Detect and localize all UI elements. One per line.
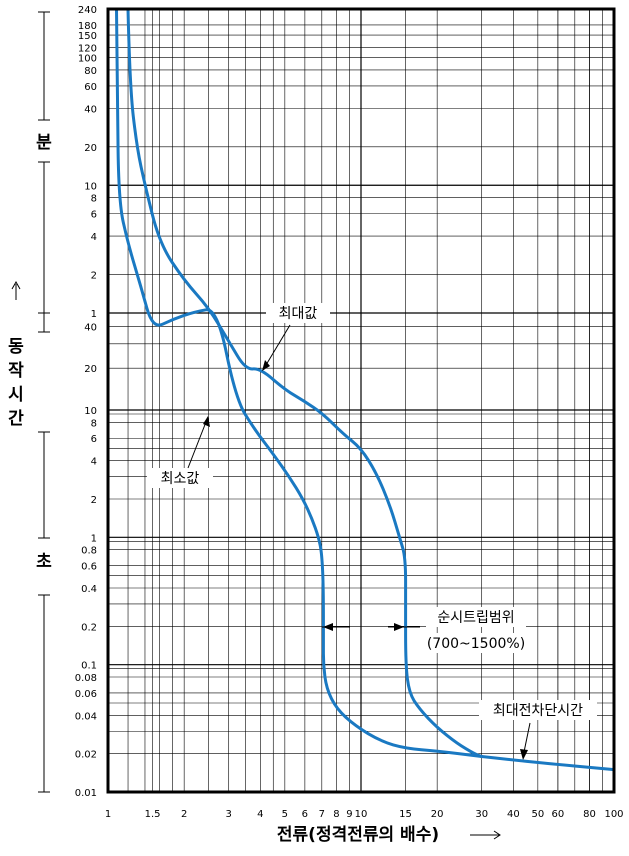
- y-tick-label: 0.04: [75, 711, 97, 722]
- y-tick-label: 0.1: [81, 661, 97, 672]
- y-tick-label: 40: [84, 104, 97, 115]
- y-tick-label: 8: [91, 194, 97, 205]
- y-tick-label: 4: [91, 232, 97, 243]
- x-tick-label: 2: [181, 809, 187, 820]
- label-min-bg: [147, 468, 213, 488]
- min-leader: [187, 421, 207, 469]
- y-tick-label: 0.08: [75, 673, 97, 684]
- curve-min: [115, 7, 484, 758]
- curve-max: [126, 7, 484, 758]
- y-axis-label-char: 동: [8, 337, 24, 357]
- y-tick-label: 2: [91, 271, 97, 282]
- trip-arrow-left: [323, 623, 333, 631]
- y-tick-label: 240: [78, 5, 97, 16]
- y-tick-label: 0.01: [75, 788, 97, 799]
- x-tick-label: 50: [531, 809, 544, 820]
- y-tick-label: 60: [84, 82, 97, 93]
- curve-max-clearing: [480, 755, 616, 772]
- label-trip-range: 순시트립범위: [437, 610, 514, 626]
- y-tick-label: 20: [84, 143, 97, 154]
- x-tick-label: 9: [346, 809, 352, 820]
- x-tick-label: 1.5: [145, 809, 161, 820]
- x-tick-label: 6: [302, 809, 308, 820]
- y-arrow-icon: [11, 280, 21, 300]
- y-tick-label: 180: [78, 21, 97, 32]
- y-tick-label: 2: [91, 495, 97, 506]
- label-max-bg: [266, 303, 330, 323]
- label-max-clearing-bg: [479, 700, 597, 720]
- y-tick-label: 100: [78, 54, 97, 65]
- plot-frame: [106, 7, 616, 794]
- y-tick-label: 6: [91, 210, 97, 221]
- x-tick-label: 40: [507, 809, 520, 820]
- x-tick-label: 100: [604, 809, 623, 820]
- x-tick-label: 8: [333, 809, 339, 820]
- x-tick-label: 80: [583, 809, 596, 820]
- y-tick-label: 8: [91, 418, 97, 429]
- label-max: 최대값: [279, 306, 318, 322]
- min-arrowhead: [203, 416, 210, 427]
- trip-arrow-right: [394, 623, 404, 631]
- y-tick-label: 0.6: [81, 562, 97, 573]
- x-tick-label: 20: [431, 809, 444, 820]
- y-tick-label: 0.8: [81, 546, 97, 557]
- y-tick-label: 120: [78, 43, 97, 54]
- clearing-leader: [523, 722, 531, 753]
- x-axis-title: 전류(정격전류의 배수): [277, 825, 439, 845]
- y-tick-label: 0.06: [75, 689, 97, 700]
- x-tick-label: 30: [475, 809, 488, 820]
- y-tick-label: 80: [84, 66, 97, 77]
- y-tick-label: 10: [84, 406, 97, 417]
- minutes-label: 분: [36, 133, 52, 153]
- label-trip-range-pct: (700~1500%): [427, 636, 525, 652]
- clearing-arrowhead: [520, 749, 528, 760]
- x-tick-label: 7: [319, 809, 325, 820]
- x-tick-label: 1: [105, 809, 111, 820]
- label-trip-range-bg: [426, 607, 526, 627]
- label-max-clearing: 최대전차단시간: [493, 703, 583, 719]
- max-arrowhead: [262, 360, 270, 371]
- y-tick-label: 0.4: [81, 584, 97, 595]
- x-tick-label: 4: [257, 809, 263, 820]
- y-tick-label: 40: [84, 322, 97, 333]
- x-tick-label: 3: [226, 809, 232, 820]
- y-tick-label: 6: [91, 434, 97, 445]
- y-tick-label: 20: [84, 364, 97, 375]
- y-tick-label: 0.02: [75, 750, 97, 761]
- y-axis-label-char: 간: [8, 409, 24, 429]
- y-tick-label: 150: [78, 31, 97, 42]
- y-tick-label: 4: [91, 457, 97, 468]
- y-tick-label: 1: [91, 309, 97, 320]
- y-tick-label: 1: [91, 533, 97, 544]
- seconds-label: 초: [36, 552, 52, 572]
- y-tick-label: 10: [84, 181, 97, 192]
- label-min: 최소값: [161, 471, 200, 487]
- x-tick-label: 5: [282, 809, 288, 820]
- y-tick-label: 0.2: [81, 622, 97, 633]
- x-tick-label: 15: [399, 809, 412, 820]
- max-leader: [265, 324, 291, 366]
- y-axis-label-char: 시: [8, 385, 24, 405]
- y-axis-label-char: 작: [8, 361, 24, 381]
- x-tick-label: 60: [552, 809, 565, 820]
- x-tick-label: 10: [355, 809, 368, 820]
- x-arrow-icon: [470, 830, 501, 840]
- label-trip-range-pct-bg: [420, 633, 532, 653]
